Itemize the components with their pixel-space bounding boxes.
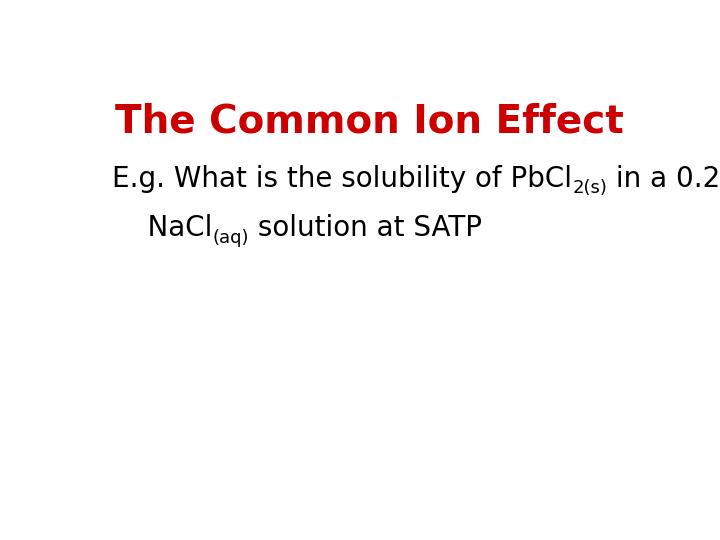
Text: E.g. What is the solubility of PbCl: E.g. What is the solubility of PbCl	[112, 165, 572, 193]
Text: The Common Ion Effect: The Common Ion Effect	[114, 102, 624, 140]
Text: solution at SATP: solution at SATP	[249, 214, 482, 242]
Text: in a 0.20 mol/L: in a 0.20 mol/L	[607, 165, 720, 193]
Text: 2(s): 2(s)	[572, 179, 607, 197]
Text: (aq): (aq)	[212, 229, 249, 247]
Text: NaCl: NaCl	[112, 214, 212, 242]
